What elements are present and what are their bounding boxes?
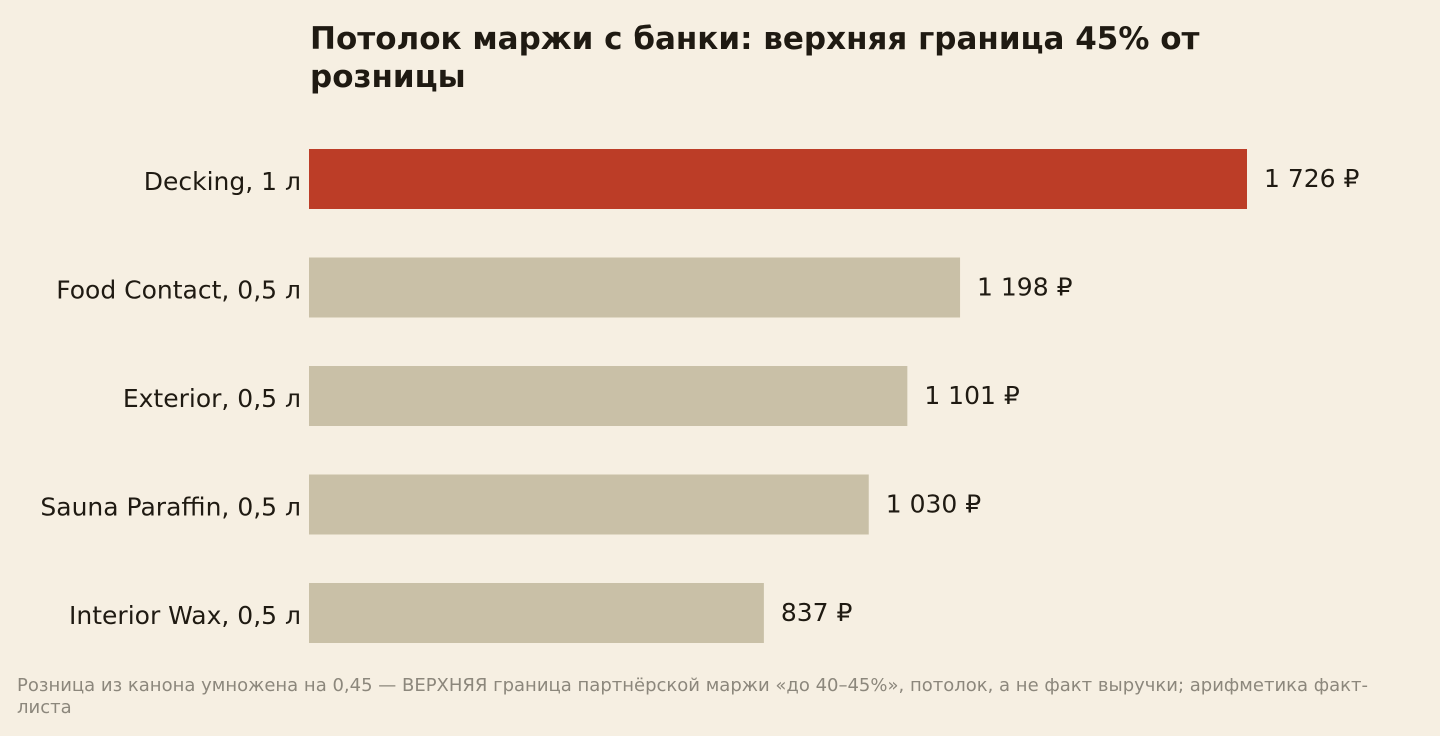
category-label: Sauna Paraffin, 0,5 л <box>40 493 301 522</box>
category-label: Interior Wax, 0,5 л <box>69 601 301 630</box>
category-label: Food Contact, 0,5 л <box>56 276 301 305</box>
value-label: 1 198 ₽ <box>977 273 1073 302</box>
value-label: 1 726 ₽ <box>1264 164 1360 193</box>
chart-title: Потолок маржи с банки: верхняя граница 4… <box>310 21 1200 95</box>
bar-chart: Decking, 1 л 1 726 ₽ Food Contact, 0,5 л 1 … <box>40 149 1360 643</box>
footnote: Розница из канона умножена на 0,45 — ВЕР… <box>17 675 1369 718</box>
bars-layer: Decking, 1 л 1 726 ₽ Food Contact, 0,5 л 1 … <box>40 149 1360 643</box>
bar <box>309 366 908 426</box>
value-label: 1 030 ₽ <box>886 490 982 519</box>
bar <box>309 257 961 318</box>
bar <box>309 149 1247 209</box>
category-label: Exterior, 0,5 л <box>123 384 301 413</box>
bar <box>309 474 869 535</box>
bar <box>309 583 764 643</box>
category-label: Decking, 1 л <box>144 167 301 196</box>
value-label: 837 ₽ <box>781 598 853 627</box>
value-label: 1 101 ₽ <box>924 381 1020 410</box>
